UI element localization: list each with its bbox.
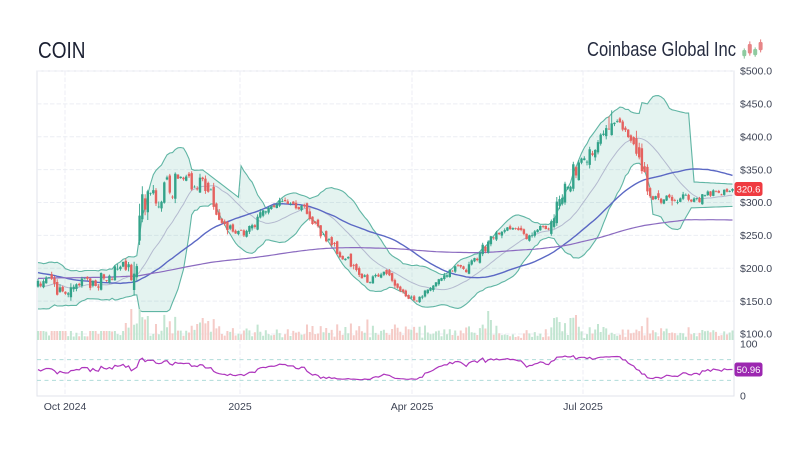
- svg-text:$150.0: $150.0: [740, 296, 772, 308]
- svg-text:100: 100: [740, 339, 758, 351]
- svg-text:Oct 2024: Oct 2024: [44, 401, 87, 413]
- svg-text:COIN: COIN: [38, 37, 86, 63]
- svg-text:$200.0: $200.0: [740, 263, 772, 275]
- svg-text:$300.0: $300.0: [740, 197, 772, 209]
- svg-text:$100.0: $100.0: [740, 329, 772, 341]
- svg-text:Apr 2025: Apr 2025: [391, 401, 434, 413]
- svg-text:2025: 2025: [228, 401, 252, 413]
- svg-text:50.96: 50.96: [737, 365, 761, 376]
- svg-text:0: 0: [740, 391, 746, 403]
- svg-text:$400.0: $400.0: [740, 131, 772, 143]
- svg-text:$250.0: $250.0: [740, 230, 772, 242]
- svg-text:$500.0: $500.0: [740, 66, 772, 78]
- svg-text:Coinbase Global Inc: Coinbase Global Inc: [587, 38, 736, 61]
- svg-text:Jul 2025: Jul 2025: [563, 401, 603, 413]
- svg-text:$350.0: $350.0: [740, 164, 772, 176]
- svg-text:320.6: 320.6: [737, 185, 761, 196]
- svg-text:$450.0: $450.0: [740, 99, 772, 111]
